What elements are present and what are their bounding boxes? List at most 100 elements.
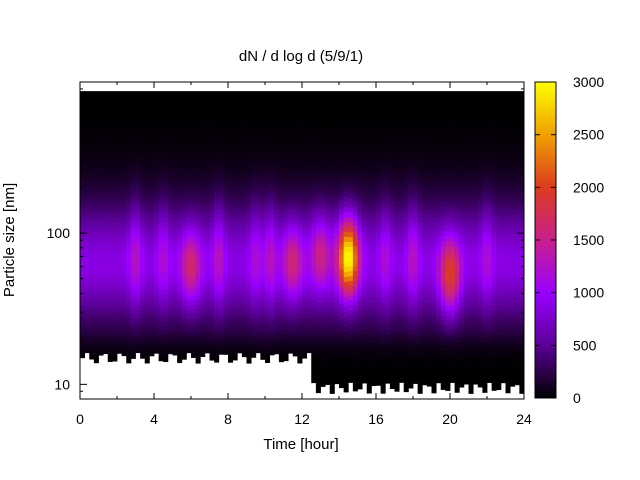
heatmap-cell xyxy=(376,351,382,357)
heatmap-cell xyxy=(84,139,90,144)
heatmap-cell xyxy=(89,238,95,244)
heatmap-cell xyxy=(228,294,234,300)
heatmap-cell xyxy=(191,131,197,136)
heatmap-cell xyxy=(144,122,150,128)
heatmap-cell xyxy=(454,131,460,137)
heatmap-cell xyxy=(329,166,335,173)
heatmap-cell xyxy=(389,130,395,137)
heatmap-cell xyxy=(191,330,197,336)
heatmap-cell xyxy=(191,344,197,350)
heatmap-cell xyxy=(158,257,164,263)
heatmap-cell xyxy=(204,230,210,236)
heatmap-cell xyxy=(246,281,252,287)
heatmap-cell xyxy=(149,324,155,330)
heatmap-cell xyxy=(241,272,247,278)
heatmap-cell xyxy=(380,242,386,248)
heatmap-cell xyxy=(98,179,104,184)
heatmap-cell xyxy=(241,104,247,110)
heatmap-cell xyxy=(204,248,210,253)
heatmap-cell xyxy=(121,338,127,343)
heatmap-cell xyxy=(232,265,238,271)
heatmap-cell xyxy=(223,249,229,254)
heatmap-cell xyxy=(158,302,164,308)
heatmap-cell xyxy=(84,152,90,157)
heatmap-cell xyxy=(269,148,275,154)
heatmap-cell xyxy=(228,353,234,359)
heatmap-cell xyxy=(399,309,405,315)
heatmap-cell xyxy=(181,336,187,342)
heatmap-cell xyxy=(445,151,451,157)
heatmap-cell xyxy=(103,213,109,219)
heatmap-cell xyxy=(181,354,187,360)
heatmap-cell xyxy=(445,116,451,122)
heatmap-cell xyxy=(450,241,456,247)
heatmap-cell xyxy=(389,115,395,122)
heatmap-cell xyxy=(292,205,298,211)
heatmap-cell xyxy=(112,109,118,115)
heatmap-cell xyxy=(204,296,210,301)
heatmap-cell xyxy=(181,158,187,164)
heatmap-cell xyxy=(348,134,354,141)
heatmap-cell xyxy=(112,172,118,178)
heatmap-cell xyxy=(343,381,349,388)
heatmap-cell xyxy=(246,186,252,192)
heatmap-cell xyxy=(389,110,395,117)
heatmap-cell xyxy=(422,291,428,298)
heatmap-cell xyxy=(191,179,197,185)
heatmap-cell xyxy=(135,291,141,297)
heatmap-cell xyxy=(214,339,220,345)
heatmap-cell xyxy=(228,158,234,164)
heatmap-cell xyxy=(135,187,141,192)
heatmap-cell xyxy=(186,235,192,240)
heatmap-cell xyxy=(251,326,257,332)
heatmap-cell xyxy=(325,174,331,180)
heatmap-cell xyxy=(135,130,141,136)
heatmap-cell xyxy=(269,341,275,347)
heatmap-cell xyxy=(214,249,220,255)
heatmap-cell xyxy=(278,267,284,272)
heatmap-cell xyxy=(265,140,271,146)
heatmap-cell xyxy=(241,197,247,203)
heatmap-cell xyxy=(126,113,132,119)
heatmap-cell xyxy=(181,113,187,119)
heatmap-cell xyxy=(408,150,414,156)
heatmap-cell xyxy=(431,196,437,203)
heatmap-cell xyxy=(130,238,136,244)
heatmap-cell xyxy=(177,140,183,146)
heatmap-cell xyxy=(232,230,238,235)
heatmap-cell xyxy=(117,344,123,350)
heatmap-cell xyxy=(140,117,146,123)
heatmap-cell xyxy=(380,106,386,112)
heatmap-cell xyxy=(144,245,150,251)
heatmap-cell xyxy=(80,215,86,221)
heatmap-cell xyxy=(431,347,437,354)
heatmap-cell xyxy=(121,108,127,114)
heatmap-cell xyxy=(376,316,382,322)
heatmap-cell xyxy=(389,155,395,161)
heatmap-cell xyxy=(366,171,372,178)
heatmap-cell xyxy=(274,318,280,324)
heatmap-cell xyxy=(297,227,303,233)
heatmap-cell xyxy=(440,374,446,380)
heatmap-cell xyxy=(325,272,331,278)
heatmap-cell xyxy=(130,108,136,114)
heatmap-cell xyxy=(135,330,141,336)
heatmap-cell xyxy=(251,299,257,305)
heatmap-cell xyxy=(89,189,95,195)
heatmap-cell xyxy=(306,143,312,149)
heatmap-cell xyxy=(440,329,446,336)
heatmap-cell xyxy=(315,191,321,198)
heatmap-cell xyxy=(399,115,405,121)
heatmap-cell xyxy=(218,284,224,289)
heatmap-cell xyxy=(297,218,303,223)
heatmap-cell xyxy=(195,231,201,237)
heatmap-cell xyxy=(121,351,127,357)
heatmap-cell xyxy=(181,91,187,97)
heatmap-cell xyxy=(255,265,261,271)
heatmap-cell xyxy=(417,196,423,203)
heatmap-cell xyxy=(121,144,127,149)
heatmap-cell xyxy=(459,150,465,156)
heatmap-cell xyxy=(278,208,284,214)
heatmap-cell xyxy=(376,208,382,215)
heatmap-cell xyxy=(325,321,331,327)
